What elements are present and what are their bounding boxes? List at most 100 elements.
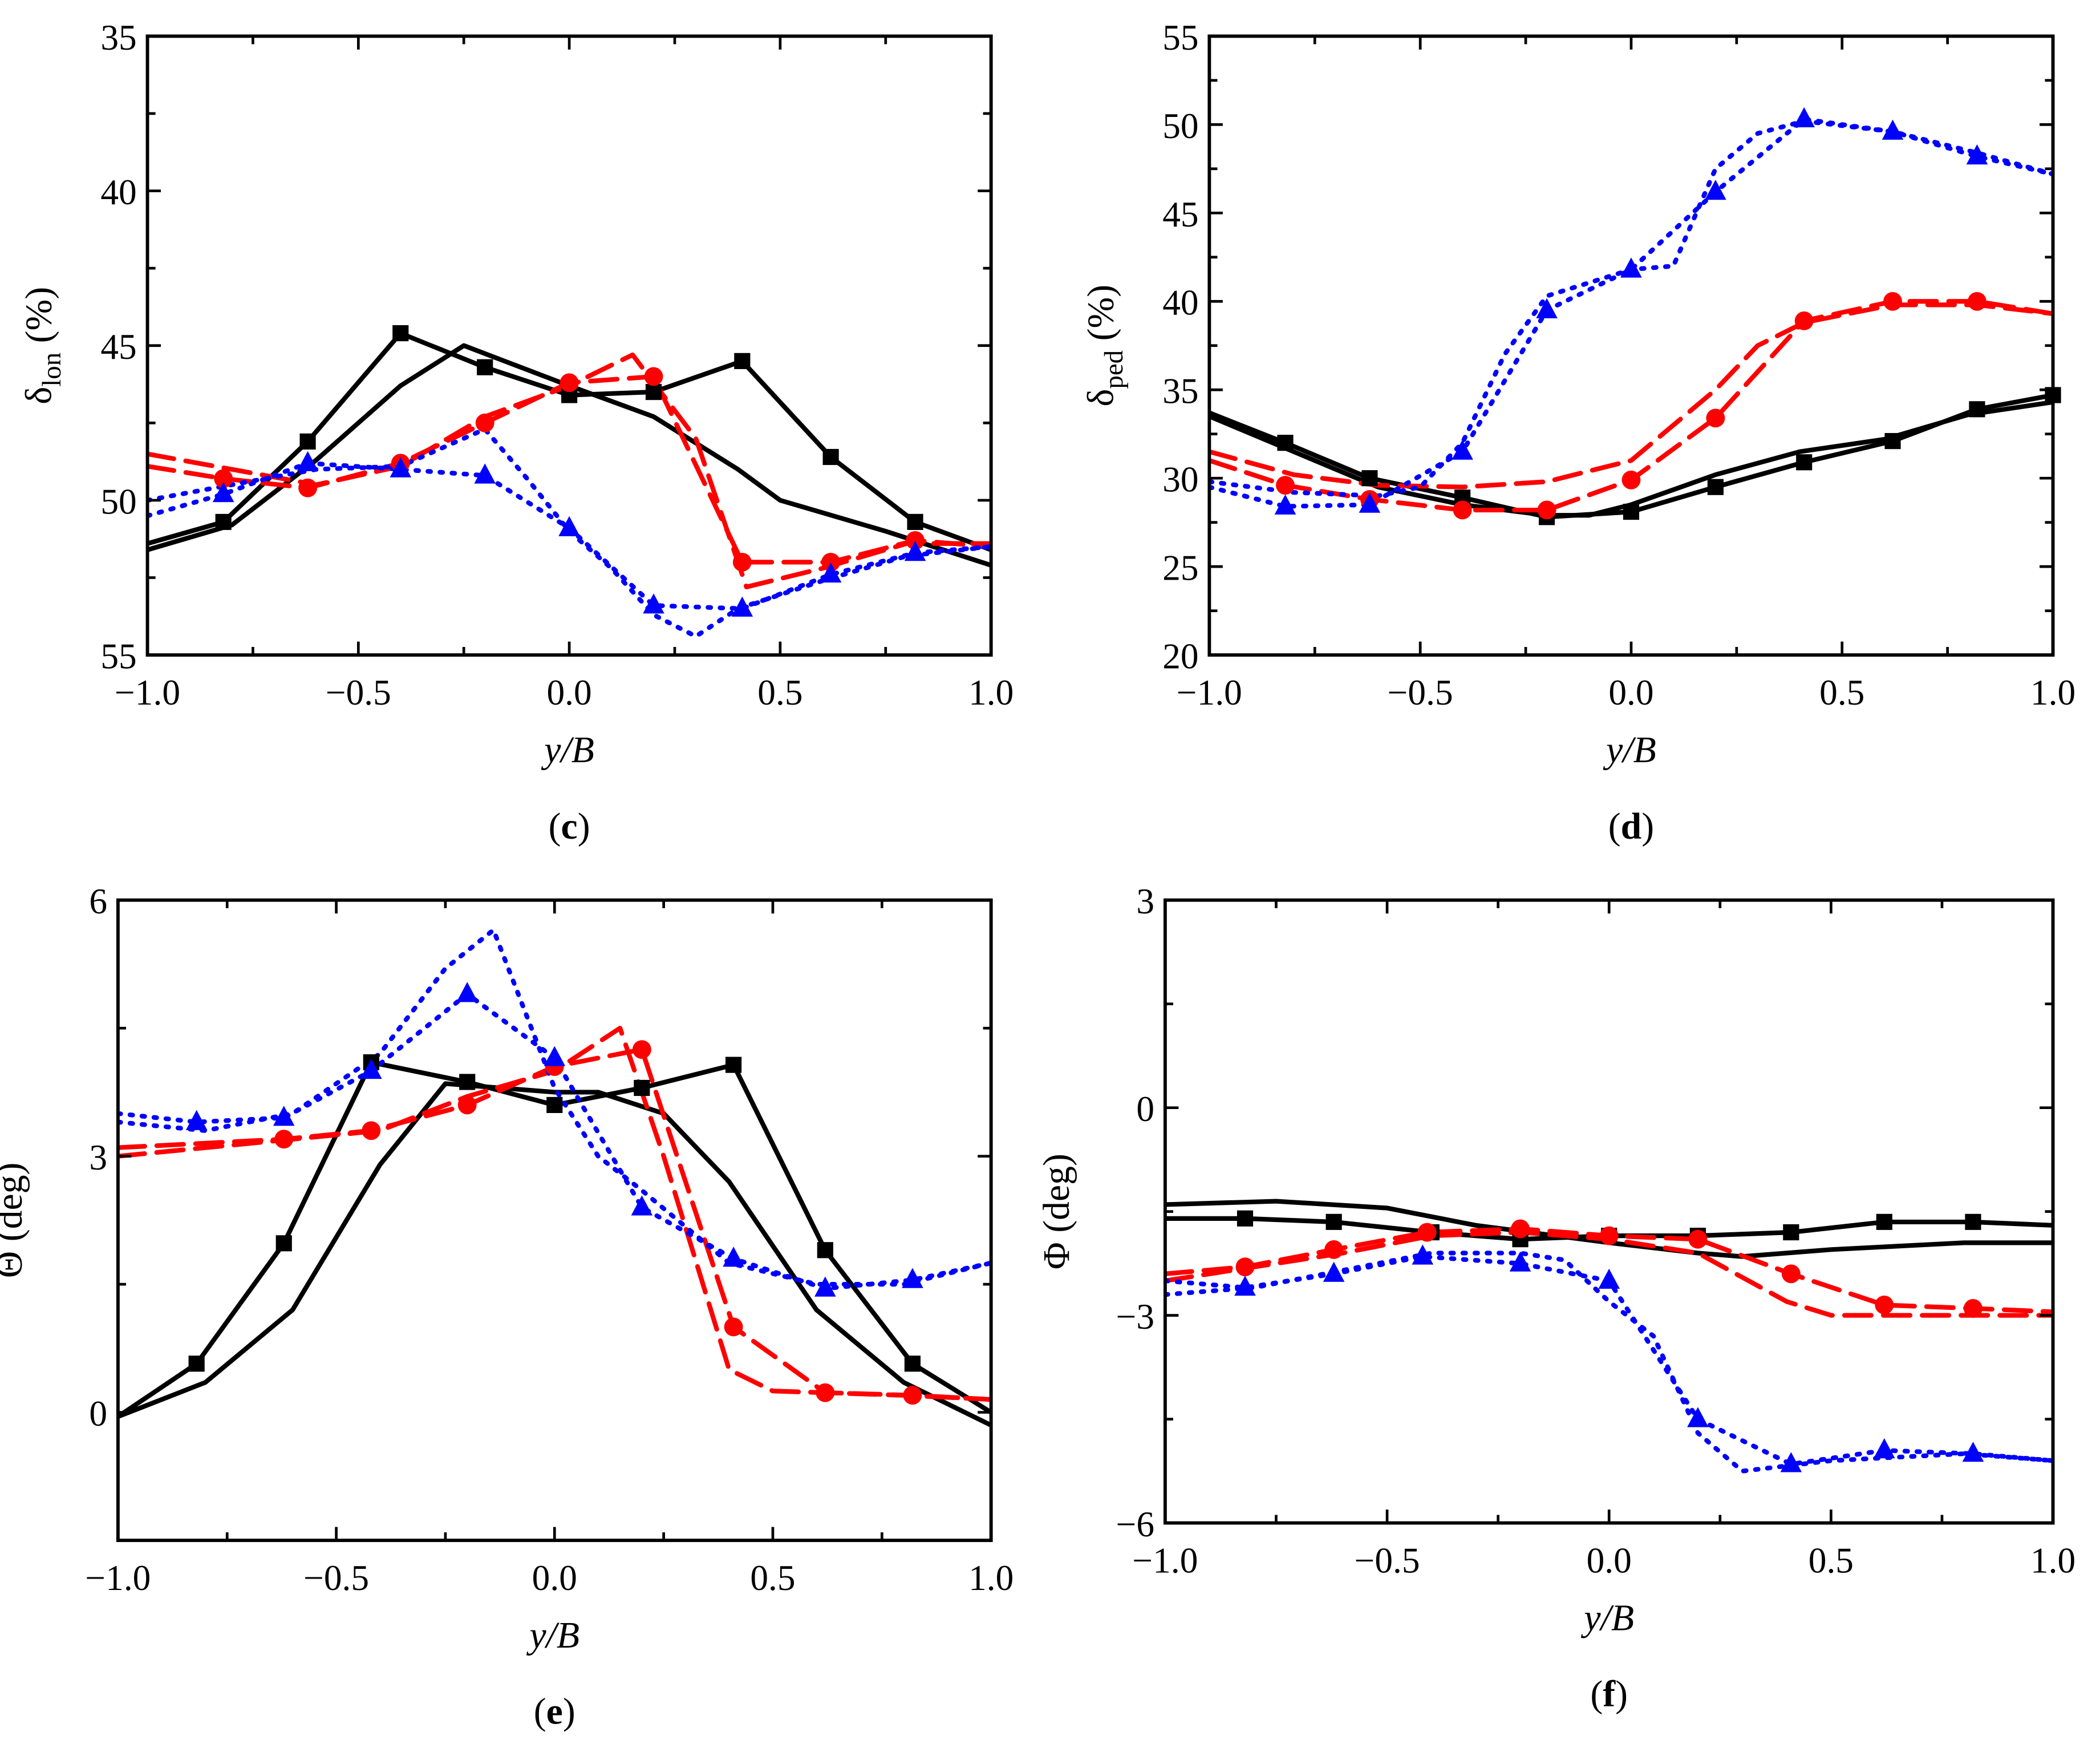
x-tick-label: −0.5 bbox=[1388, 673, 1453, 713]
y-axis-label-subscript: ped bbox=[1099, 350, 1129, 389]
data-point-square bbox=[817, 1242, 833, 1259]
data-point-circle bbox=[1875, 1295, 1894, 1314]
panel-label: (d) bbox=[1608, 806, 1654, 847]
data-point-square bbox=[904, 1356, 921, 1372]
chart-panel-e: −1.0 −0.5 0.0 0.5 1.0 0 3 6 y/B Θ (deg) (e) bbox=[0, 881, 1013, 1732]
plot-area bbox=[117, 928, 991, 1428]
x-tick-label: 0.5 bbox=[757, 673, 802, 713]
x-tick-label: −1.0 bbox=[85, 1558, 151, 1598]
panel-label-open: ( bbox=[1590, 1673, 1603, 1715]
panel-label-close: ) bbox=[563, 1691, 575, 1733]
x-tick-label: 0.5 bbox=[1809, 1540, 1854, 1580]
data-point-square bbox=[1707, 479, 1724, 495]
data-point-square bbox=[299, 433, 316, 450]
data-point-circle bbox=[1537, 500, 1556, 520]
data-point-circle bbox=[1781, 1264, 1801, 1284]
data-point-square bbox=[1783, 1224, 1799, 1241]
data-point-circle bbox=[362, 1121, 381, 1140]
data-point-triangle bbox=[1412, 1244, 1434, 1265]
data-point-circle bbox=[724, 1317, 743, 1337]
y-axis-label: δped (%) bbox=[1080, 285, 1128, 407]
plot-area bbox=[1209, 116, 2053, 520]
data-point-circle bbox=[632, 1040, 651, 1059]
series-line-3 bbox=[147, 352, 991, 589]
panel-label: (f) bbox=[1590, 1673, 1628, 1715]
data-point-triangle bbox=[212, 482, 234, 503]
data-point-triangle bbox=[360, 1058, 382, 1079]
panel-label-letter: e bbox=[546, 1691, 563, 1733]
y-axis-label-symbol: Φ bbox=[1036, 1242, 1077, 1269]
y-tick-label: −3 bbox=[1116, 1297, 1154, 1337]
data-point-circle bbox=[1276, 476, 1295, 495]
panel-label-letter: d bbox=[1621, 806, 1642, 847]
x-axis-label: y/B bbox=[1603, 729, 1656, 771]
data-point-square bbox=[1277, 435, 1294, 451]
data-point-circle bbox=[644, 367, 663, 386]
data-point-circle bbox=[1964, 1299, 1983, 1318]
data-point-square bbox=[1876, 1213, 1892, 1230]
data-point-square bbox=[907, 513, 923, 530]
y-tick-label: 3 bbox=[89, 1138, 107, 1178]
x-tick-label: 0.5 bbox=[1819, 673, 1864, 713]
chart-panel-c: −1.0 −0.5 0.0 0.5 1.0 35 40 45 50 55 y/B δlon (%) (c… bbox=[18, 18, 1013, 847]
series-line-0 bbox=[1209, 393, 2053, 520]
data-point-circle bbox=[1967, 292, 1987, 311]
data-point-triangle bbox=[904, 540, 926, 561]
data-point-circle bbox=[475, 413, 494, 432]
data-point-triangle bbox=[1874, 1438, 1895, 1459]
data-point-triangle bbox=[474, 463, 496, 484]
data-point-circle bbox=[821, 552, 841, 572]
data-point-triangle bbox=[643, 593, 664, 614]
plot-frame bbox=[1163, 898, 2055, 1525]
y-tick-label: 45 bbox=[1162, 195, 1198, 234]
data-point-circle bbox=[560, 373, 579, 393]
data-point-circle bbox=[732, 552, 752, 572]
y-axis-label-unit: (%) bbox=[1080, 285, 1121, 350]
y-tick-label: 35 bbox=[100, 18, 136, 58]
y-tick-label: 0 bbox=[1136, 1089, 1154, 1129]
data-point-circle bbox=[1235, 1257, 1255, 1277]
y-tick-label: 55 bbox=[100, 637, 136, 677]
y-tick-label: 35 bbox=[1162, 371, 1198, 411]
data-point-square bbox=[1969, 401, 1985, 418]
series-line-3 bbox=[1209, 302, 2053, 489]
data-point-circle bbox=[274, 1130, 294, 1149]
data-point-square bbox=[477, 359, 493, 375]
data-point-triangle bbox=[902, 1268, 923, 1288]
data-point-triangle bbox=[456, 982, 478, 1002]
x-tick-label: 0.5 bbox=[750, 1558, 795, 1598]
data-point-square bbox=[634, 1079, 650, 1096]
data-point-square bbox=[1623, 503, 1640, 520]
data-point-triangle bbox=[1509, 1251, 1531, 1272]
x-tick-label: −1.0 bbox=[115, 673, 180, 713]
plot-frame bbox=[145, 34, 993, 657]
panel-label-close: ) bbox=[578, 806, 590, 847]
data-point-triangle bbox=[1687, 1407, 1709, 1427]
data-point-square bbox=[188, 1356, 205, 1372]
data-point-triangle bbox=[558, 516, 580, 536]
data-point-triangle bbox=[544, 1046, 566, 1066]
data-point-circle bbox=[906, 531, 925, 550]
x-tick-label: 0.0 bbox=[1608, 673, 1653, 713]
data-point-circle bbox=[1688, 1229, 1708, 1249]
y-tick-label: 20 bbox=[1162, 637, 1198, 677]
y-tick-label: 3 bbox=[1136, 881, 1154, 921]
data-point-triangle bbox=[1234, 1275, 1256, 1296]
chart-panel-f: −1.0 −0.5 0.0 0.5 1.0 −6 −3 0 3 y/B Φ (deg) (f) bbox=[1036, 881, 2075, 1715]
data-point-circle bbox=[1453, 500, 1472, 520]
y-tick-label: 55 bbox=[1162, 18, 1198, 58]
data-point-triangle bbox=[814, 1276, 836, 1297]
plot-frame bbox=[1207, 34, 2055, 657]
y-axis-label-symbol: δ bbox=[1080, 389, 1121, 407]
x-axis-label: y/B bbox=[526, 1615, 579, 1656]
y-axis-label-unit: (%) bbox=[18, 287, 59, 353]
y-tick-label: 6 bbox=[89, 881, 107, 921]
panel-label-open: ( bbox=[549, 806, 561, 847]
data-point-triangle bbox=[1962, 1442, 1984, 1462]
data-point-triangle bbox=[1620, 257, 1642, 278]
series-line-3 bbox=[1165, 1229, 2053, 1318]
panel-label-open: ( bbox=[534, 1691, 546, 1733]
panel-label: (e) bbox=[534, 1691, 575, 1733]
data-point-circle bbox=[457, 1095, 477, 1115]
